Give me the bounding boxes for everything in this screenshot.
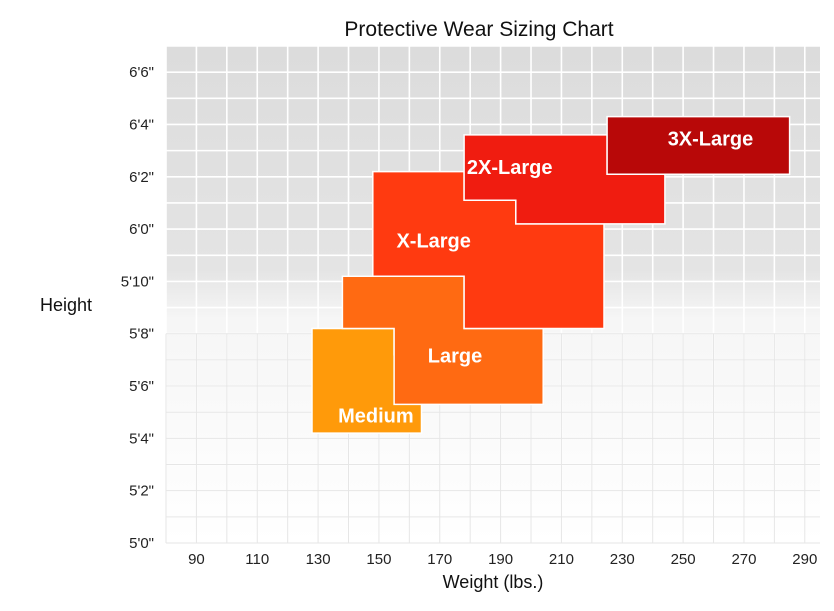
y-tick-label: 5'4" <box>129 430 154 447</box>
size-label-3x-large: 3X-Large <box>668 128 754 150</box>
size-regions: Medium Large X-Large 2X-Large 3X-Large <box>311 115 791 434</box>
x-tick-label: 230 <box>610 551 635 568</box>
y-tick-label: 6'0" <box>129 221 154 238</box>
size-label-x-large: X-Large <box>396 230 470 252</box>
x-tick-label: 170 <box>427 551 452 568</box>
y-tick-labels: 5'0" 5'2" 5'4" 5'6" 5'8" 5'10" 6'0" 6'2" 6'4" 6'6… <box>121 64 154 552</box>
size-label-large: Large <box>428 346 482 368</box>
size-label-2x-large: 2X-Large <box>467 157 553 179</box>
y-tick-label: 6'2" <box>129 169 154 186</box>
size-label-medium: Medium <box>338 406 414 428</box>
x-tick-label: 210 <box>549 551 574 568</box>
x-tick-label: 190 <box>488 551 513 568</box>
x-tick-label: 90 <box>188 551 205 568</box>
x-tick-label: 270 <box>731 551 756 568</box>
y-tick-label: 5'2" <box>129 483 154 500</box>
size-region-3x-large <box>606 115 791 175</box>
x-tick-label: 150 <box>366 551 391 568</box>
y-tick-label: 5'10" <box>121 273 154 290</box>
y-tick-label: 6'4" <box>129 116 154 133</box>
y-tick-label: 5'6" <box>129 378 154 395</box>
x-axis-label: Weight (lbs.) <box>443 572 544 592</box>
x-tick-label: 110 <box>245 551 269 568</box>
x-tick-label: 130 <box>306 551 331 568</box>
y-tick-label: 5'8" <box>129 326 154 343</box>
chart-title: Protective Wear Sizing Chart <box>344 18 613 41</box>
x-tick-label: 290 <box>792 551 817 568</box>
y-tick-label: 5'0" <box>129 535 154 552</box>
y-tick-label: 6'6" <box>129 64 154 81</box>
x-tick-labels: 90 110 130 150 170 190 210 230 250 270 290 <box>188 551 817 568</box>
y-axis-label: Height <box>40 295 92 315</box>
x-tick-label: 250 <box>671 551 696 568</box>
